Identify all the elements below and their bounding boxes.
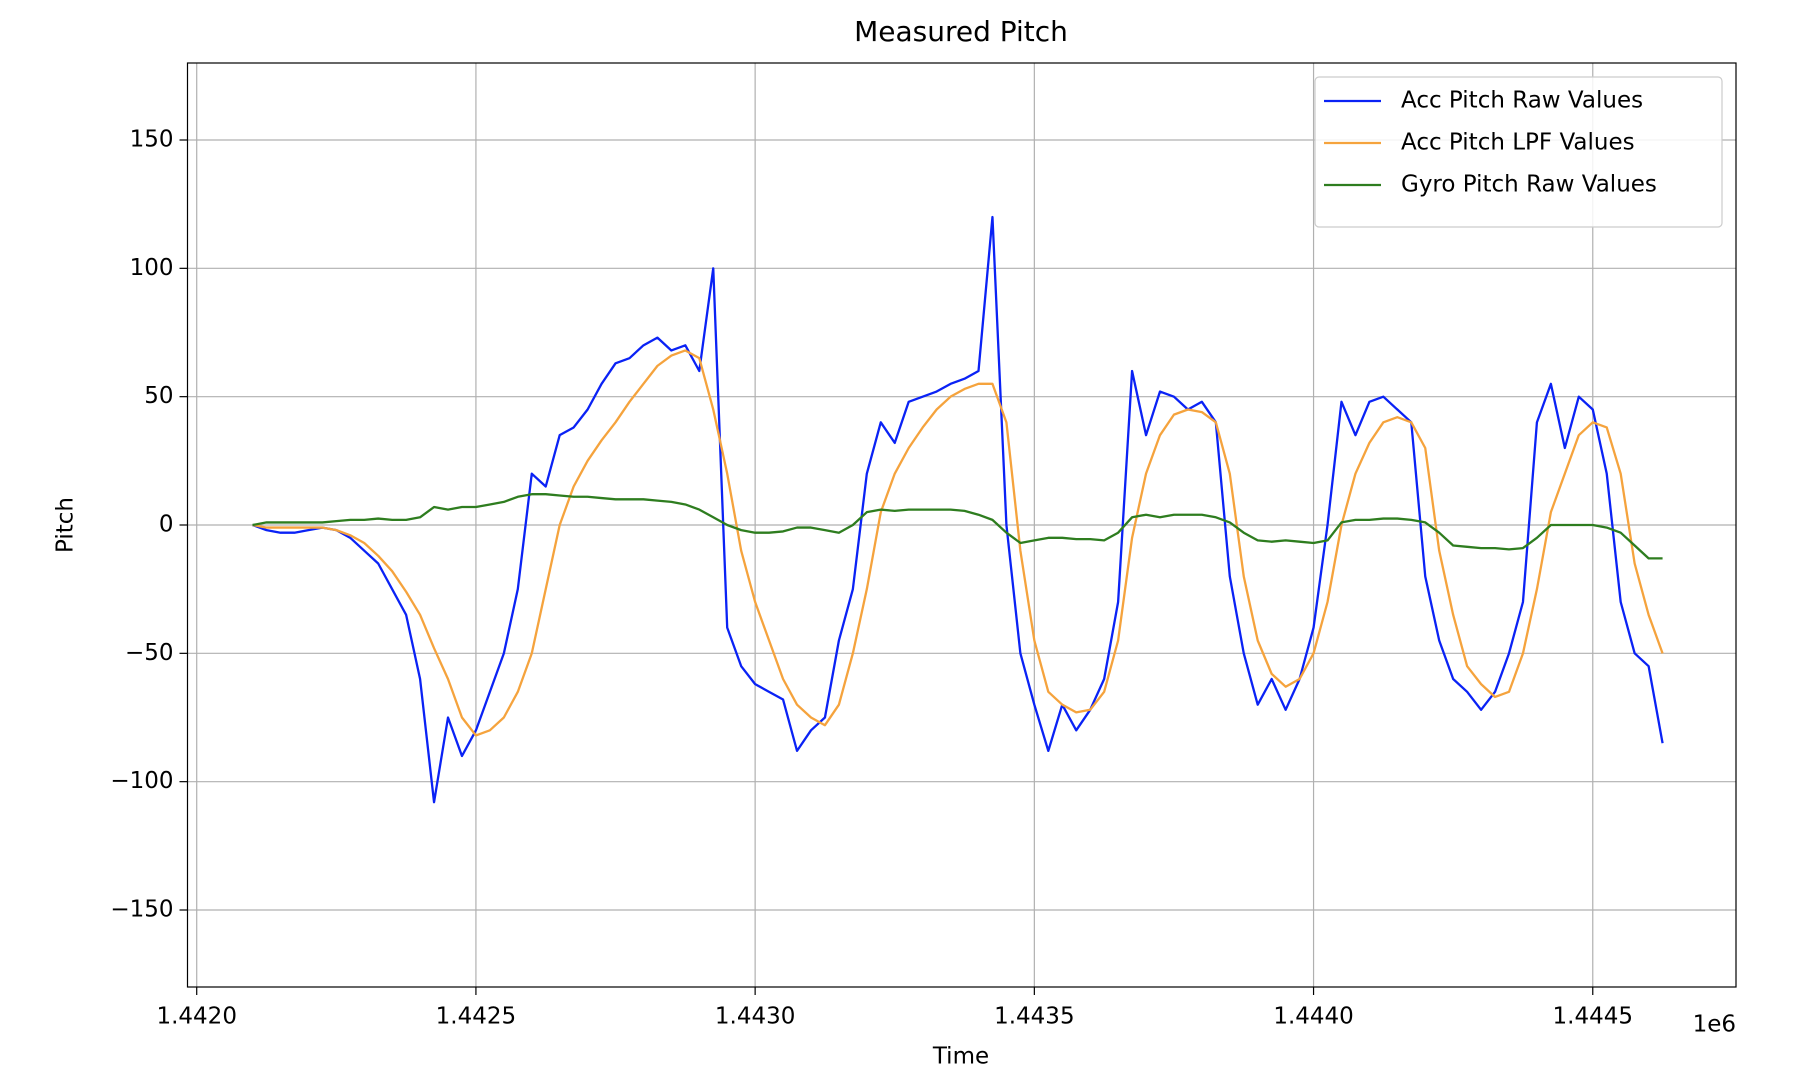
legend-label: Acc Pitch LPF Values [1401, 130, 1635, 156]
legend: Acc Pitch Raw Values Acc Pitch LPF Values… [1314, 76, 1723, 228]
y-tick-label: 150 [130, 127, 174, 153]
legend-box [1314, 76, 1723, 228]
y-tick-label: −100 [110, 768, 173, 794]
y-tick-label: 50 [144, 383, 173, 409]
x-tick-label: 1.4420 [156, 1004, 236, 1030]
x-offset-label: 1e6 [1693, 1012, 1736, 1038]
y-axis-label: Pitch [53, 497, 79, 553]
legend-label: Acc Pitch Raw Values [1401, 88, 1643, 114]
legend-label: Gyro Pitch Raw Values [1401, 172, 1657, 198]
x-tick-label: 1.4430 [715, 1004, 795, 1030]
x-tick-label: 1.4440 [1273, 1004, 1353, 1030]
data-line [252, 349, 1664, 737]
x-tick-label: 1.4425 [436, 1004, 516, 1030]
y-tick-label: −150 [110, 897, 173, 923]
x-tick-label: 1.4435 [994, 1004, 1074, 1030]
x-axis-label: Time [932, 1044, 989, 1070]
chart-title: Measured Pitch [854, 15, 1068, 48]
y-tick-label: 0 [159, 512, 174, 538]
x-tick-label: 1.4445 [1553, 1004, 1633, 1030]
data-line [252, 493, 1663, 560]
y-tick-label: −50 [125, 640, 174, 666]
y-tick-label: 100 [130, 255, 174, 281]
data-line [252, 215, 1664, 804]
plot-frame [186, 62, 1737, 988]
